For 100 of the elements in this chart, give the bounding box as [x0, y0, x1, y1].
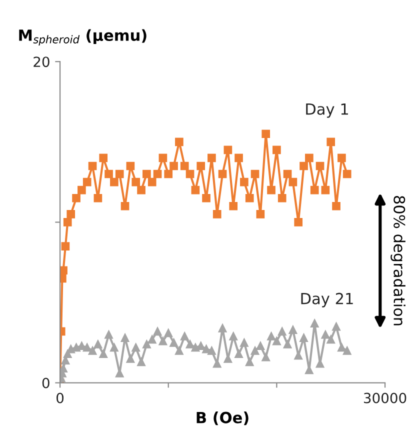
point — [170, 162, 178, 170]
point — [191, 186, 200, 194]
point — [110, 178, 118, 186]
point — [164, 170, 173, 178]
point — [310, 319, 319, 328]
point — [60, 364, 68, 373]
point — [63, 218, 72, 226]
point — [126, 354, 135, 363]
point — [158, 336, 168, 346]
point — [342, 170, 352, 178]
point — [137, 358, 146, 366]
point — [326, 138, 336, 146]
point — [148, 335, 156, 344]
point — [229, 202, 238, 210]
point — [115, 170, 124, 178]
x-axis-title: B (Oe) — [196, 412, 248, 426]
point — [88, 162, 97, 170]
point — [338, 154, 346, 162]
point — [272, 146, 281, 154]
point — [294, 351, 303, 360]
point — [196, 162, 206, 170]
point — [342, 346, 352, 355]
point — [229, 332, 238, 340]
point — [245, 358, 254, 366]
point — [66, 210, 76, 218]
point — [234, 154, 243, 162]
point — [60, 266, 68, 275]
series-label: Day 21 — [301, 292, 353, 308]
point — [137, 186, 146, 194]
point — [88, 346, 97, 355]
point — [283, 340, 292, 348]
point — [218, 324, 227, 332]
point — [99, 350, 108, 358]
point — [256, 342, 265, 350]
point — [250, 170, 260, 178]
point — [153, 170, 162, 178]
point — [132, 343, 140, 352]
point — [300, 334, 308, 342]
point — [126, 162, 135, 170]
point — [175, 346, 184, 355]
point — [104, 170, 113, 178]
point — [294, 218, 303, 226]
point — [316, 162, 324, 170]
point — [250, 346, 260, 355]
point — [212, 359, 222, 368]
point — [110, 343, 118, 352]
x-tick-label: 30000 — [364, 392, 406, 404]
series-label: Day 1 — [306, 103, 348, 118]
point — [338, 343, 346, 352]
point — [278, 327, 286, 336]
point — [61, 242, 70, 250]
y-tick-label: 20 — [34, 56, 50, 68]
point — [240, 338, 248, 347]
point — [72, 194, 80, 202]
y-axis-title: M$_{spheroid}$ (μemu) — [19, 29, 146, 46]
point — [208, 346, 216, 355]
point — [186, 170, 194, 178]
point — [170, 338, 178, 347]
point — [267, 186, 276, 194]
point — [234, 350, 243, 358]
point — [288, 178, 298, 186]
point — [99, 154, 108, 162]
point — [82, 178, 92, 186]
point — [180, 332, 189, 340]
point — [218, 170, 227, 178]
point — [278, 194, 286, 202]
point — [202, 194, 210, 202]
point — [245, 194, 254, 202]
point — [267, 332, 276, 340]
point — [142, 170, 151, 178]
point — [332, 322, 340, 331]
point — [224, 146, 232, 154]
point — [104, 330, 113, 339]
point — [175, 138, 184, 146]
point — [158, 154, 168, 162]
point — [132, 178, 140, 186]
point — [142, 340, 151, 348]
point — [321, 186, 330, 194]
point — [262, 352, 270, 362]
point — [78, 186, 86, 194]
point — [164, 328, 173, 338]
point — [332, 202, 340, 210]
point — [212, 210, 222, 218]
point — [240, 178, 248, 186]
point — [153, 327, 162, 336]
text: 80% degradation — [390, 196, 406, 326]
point — [300, 162, 308, 170]
point — [120, 334, 130, 342]
point — [310, 186, 319, 194]
point — [180, 162, 189, 170]
point — [94, 194, 102, 202]
point — [283, 170, 292, 178]
point — [94, 340, 102, 348]
point — [288, 326, 298, 334]
point — [208, 154, 216, 162]
point — [272, 336, 281, 346]
point — [305, 154, 314, 162]
point — [256, 210, 265, 218]
point — [262, 130, 270, 138]
point — [321, 330, 330, 339]
